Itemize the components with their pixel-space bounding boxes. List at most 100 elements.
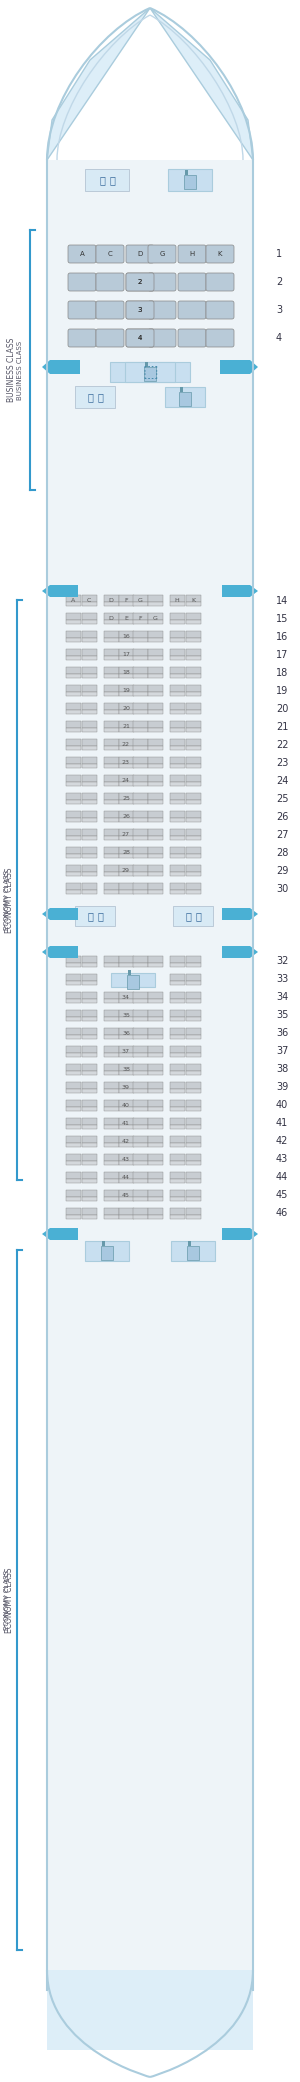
Bar xyxy=(169,1208,184,1214)
Bar xyxy=(185,171,188,175)
Bar xyxy=(103,656,118,660)
Bar xyxy=(185,656,200,660)
Bar xyxy=(169,685,184,691)
Bar xyxy=(103,883,118,889)
Bar xyxy=(103,835,118,839)
Bar xyxy=(169,1083,184,1089)
Bar xyxy=(169,637,184,641)
Text: 👤: 👤 xyxy=(97,912,103,920)
Bar xyxy=(118,1172,134,1178)
Bar xyxy=(185,1089,200,1093)
Bar xyxy=(133,637,148,641)
Bar xyxy=(169,799,184,804)
Bar xyxy=(118,1178,134,1183)
Bar xyxy=(65,1137,80,1143)
Bar xyxy=(169,1010,184,1016)
Bar xyxy=(148,710,163,714)
Text: 21: 21 xyxy=(276,722,288,731)
Bar xyxy=(133,829,148,835)
Text: F: F xyxy=(138,616,142,620)
Bar xyxy=(169,812,184,818)
Bar xyxy=(148,829,163,835)
Bar xyxy=(133,1178,148,1183)
Bar xyxy=(169,1045,184,1053)
Bar xyxy=(185,650,200,656)
Bar xyxy=(118,872,134,877)
Text: C: C xyxy=(108,252,112,256)
Bar xyxy=(65,691,80,695)
Bar xyxy=(65,956,80,962)
Bar xyxy=(133,595,148,602)
Text: 18: 18 xyxy=(276,668,288,677)
Bar xyxy=(220,360,250,375)
Bar xyxy=(169,1197,184,1201)
Bar xyxy=(82,666,97,675)
Bar xyxy=(148,1143,163,1147)
Bar xyxy=(133,883,148,889)
Bar xyxy=(118,666,134,675)
Text: 26: 26 xyxy=(122,814,130,818)
Text: 2: 2 xyxy=(138,279,142,285)
Bar xyxy=(148,1010,163,1016)
Bar xyxy=(118,1035,134,1039)
Bar xyxy=(75,906,115,926)
Bar xyxy=(148,637,163,641)
Bar xyxy=(82,812,97,818)
Bar xyxy=(185,1124,200,1128)
Bar xyxy=(133,1197,148,1201)
Bar xyxy=(148,704,163,710)
Bar xyxy=(185,1197,200,1201)
Bar xyxy=(103,1197,118,1201)
Bar xyxy=(185,710,200,714)
Bar xyxy=(103,1016,118,1020)
Bar xyxy=(133,956,148,962)
Bar xyxy=(180,387,183,391)
Bar xyxy=(82,1153,97,1160)
Bar xyxy=(148,745,163,750)
Bar xyxy=(133,1172,148,1178)
Text: D: D xyxy=(137,252,142,256)
Bar xyxy=(185,1035,200,1039)
Bar xyxy=(118,883,134,889)
Bar xyxy=(133,1053,148,1058)
FancyBboxPatch shape xyxy=(126,273,154,291)
Bar xyxy=(103,720,118,727)
Bar xyxy=(133,812,148,818)
Bar xyxy=(148,602,163,606)
Bar xyxy=(148,1029,163,1035)
FancyBboxPatch shape xyxy=(148,273,176,291)
Bar xyxy=(75,385,115,408)
Bar xyxy=(185,956,200,962)
Bar xyxy=(118,685,134,691)
Bar xyxy=(65,854,80,858)
FancyBboxPatch shape xyxy=(126,273,154,291)
Bar xyxy=(148,758,163,764)
Bar xyxy=(118,847,134,854)
Bar xyxy=(148,720,163,727)
Bar xyxy=(65,1197,80,1201)
Bar xyxy=(103,1064,118,1070)
Bar xyxy=(118,1029,134,1035)
Bar xyxy=(65,745,80,750)
Bar xyxy=(133,872,148,877)
Text: 42: 42 xyxy=(276,1137,288,1147)
FancyBboxPatch shape xyxy=(68,302,96,319)
Bar xyxy=(65,1070,80,1074)
Bar xyxy=(101,1245,113,1260)
Bar xyxy=(148,1124,163,1128)
Text: 40: 40 xyxy=(122,1103,130,1108)
Text: 22: 22 xyxy=(122,741,130,747)
Bar xyxy=(82,602,97,606)
Bar xyxy=(82,854,97,858)
Bar xyxy=(118,835,134,839)
Bar xyxy=(185,1029,200,1035)
Bar xyxy=(133,1160,148,1166)
Bar xyxy=(65,793,80,799)
Bar xyxy=(148,793,163,799)
Bar xyxy=(133,1191,148,1197)
Bar xyxy=(169,847,184,854)
Bar xyxy=(133,666,148,675)
Bar xyxy=(47,1970,253,2051)
Bar xyxy=(133,1124,148,1128)
Bar xyxy=(185,1083,200,1089)
